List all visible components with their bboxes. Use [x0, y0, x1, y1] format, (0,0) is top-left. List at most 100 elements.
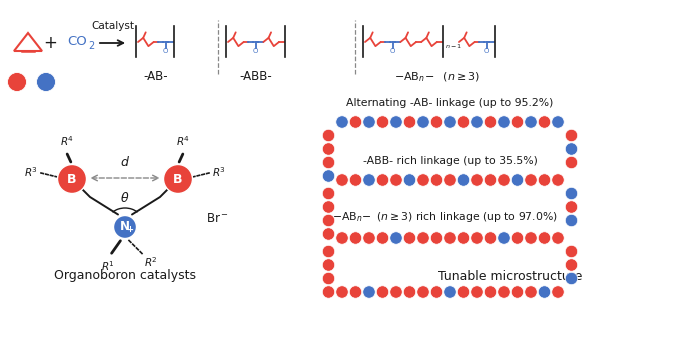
Circle shape	[8, 72, 27, 91]
Text: $R^2$: $R^2$	[144, 256, 158, 269]
Circle shape	[403, 116, 416, 128]
Circle shape	[525, 174, 537, 186]
Text: -AB-: -AB-	[143, 70, 168, 83]
Circle shape	[565, 272, 577, 285]
Circle shape	[565, 129, 577, 142]
Circle shape	[565, 143, 577, 155]
Circle shape	[349, 286, 362, 298]
Circle shape	[565, 245, 577, 258]
Circle shape	[323, 228, 335, 240]
Circle shape	[349, 232, 362, 244]
Text: O: O	[163, 48, 169, 54]
Circle shape	[403, 286, 416, 298]
Circle shape	[349, 174, 362, 186]
Circle shape	[336, 232, 348, 244]
Circle shape	[458, 116, 470, 128]
Circle shape	[552, 286, 564, 298]
Circle shape	[363, 174, 375, 186]
Circle shape	[565, 214, 577, 227]
Circle shape	[376, 232, 388, 244]
Circle shape	[323, 170, 335, 182]
Circle shape	[471, 116, 483, 128]
Circle shape	[416, 286, 429, 298]
Circle shape	[349, 116, 362, 128]
Text: -ABB- rich linkage (up to 35.5%): -ABB- rich linkage (up to 35.5%)	[362, 156, 538, 166]
Circle shape	[323, 129, 335, 142]
Circle shape	[538, 116, 551, 128]
Text: Tunable microstructure: Tunable microstructure	[438, 269, 582, 282]
Circle shape	[565, 156, 577, 169]
Text: +: +	[43, 34, 57, 52]
Text: +: +	[126, 226, 133, 234]
Circle shape	[498, 232, 510, 244]
Circle shape	[416, 232, 429, 244]
Text: B: B	[173, 173, 183, 186]
Circle shape	[498, 286, 510, 298]
Text: Catalyst: Catalyst	[91, 21, 134, 31]
Circle shape	[538, 174, 551, 186]
Text: $R^3$: $R^3$	[24, 165, 38, 179]
Circle shape	[444, 116, 456, 128]
Circle shape	[390, 232, 402, 244]
Circle shape	[471, 232, 483, 244]
Text: O: O	[484, 48, 489, 54]
Circle shape	[114, 215, 136, 238]
Text: 2: 2	[88, 41, 95, 51]
Text: Alternating -AB- linkage (up to 95.2%): Alternating -AB- linkage (up to 95.2%)	[347, 98, 553, 108]
Text: O: O	[253, 48, 258, 54]
Circle shape	[164, 165, 192, 194]
Circle shape	[552, 232, 564, 244]
Text: B: B	[67, 173, 77, 186]
Circle shape	[376, 286, 388, 298]
Text: -ABB-: -ABB-	[240, 70, 273, 83]
Circle shape	[363, 232, 375, 244]
Circle shape	[565, 201, 577, 213]
Circle shape	[323, 143, 335, 155]
Circle shape	[444, 174, 456, 186]
Circle shape	[458, 286, 470, 298]
Text: $\mathrm{Br}^-$: $\mathrm{Br}^-$	[206, 213, 229, 226]
Text: CO: CO	[67, 35, 87, 47]
Circle shape	[511, 232, 524, 244]
Circle shape	[525, 232, 537, 244]
Circle shape	[484, 174, 497, 186]
Circle shape	[565, 259, 577, 271]
Circle shape	[363, 286, 375, 298]
Circle shape	[444, 286, 456, 298]
Circle shape	[498, 174, 510, 186]
Circle shape	[336, 116, 348, 128]
Text: $d$: $d$	[120, 155, 130, 169]
Circle shape	[403, 232, 416, 244]
Circle shape	[538, 232, 551, 244]
Circle shape	[525, 116, 537, 128]
Circle shape	[525, 286, 537, 298]
Circle shape	[323, 245, 335, 258]
Circle shape	[363, 116, 375, 128]
Circle shape	[430, 174, 443, 186]
Circle shape	[390, 174, 402, 186]
Circle shape	[471, 174, 483, 186]
Circle shape	[552, 174, 564, 186]
Circle shape	[565, 187, 577, 200]
Circle shape	[58, 165, 86, 194]
Text: $R^4$: $R^4$	[176, 134, 190, 147]
Text: $_{n-1}$: $_{n-1}$	[445, 41, 462, 51]
Circle shape	[484, 116, 497, 128]
Text: N: N	[119, 220, 129, 233]
Circle shape	[323, 187, 335, 200]
Text: $R^4$: $R^4$	[60, 134, 74, 147]
Circle shape	[430, 232, 443, 244]
Circle shape	[323, 156, 335, 169]
Circle shape	[403, 174, 416, 186]
Circle shape	[511, 174, 524, 186]
Circle shape	[511, 286, 524, 298]
Text: $R^1$: $R^1$	[101, 260, 115, 273]
Circle shape	[323, 214, 335, 227]
Circle shape	[376, 116, 388, 128]
Circle shape	[511, 116, 524, 128]
Text: O: O	[390, 48, 395, 54]
Circle shape	[323, 272, 335, 285]
Text: $-\mathrm{AB}_n\!-$ ($n$$\geq$3) rich linkage (up to 97.0%): $-\mathrm{AB}_n\!-$ ($n$$\geq$3) rich li…	[332, 210, 558, 224]
Circle shape	[484, 286, 497, 298]
Circle shape	[458, 174, 470, 186]
